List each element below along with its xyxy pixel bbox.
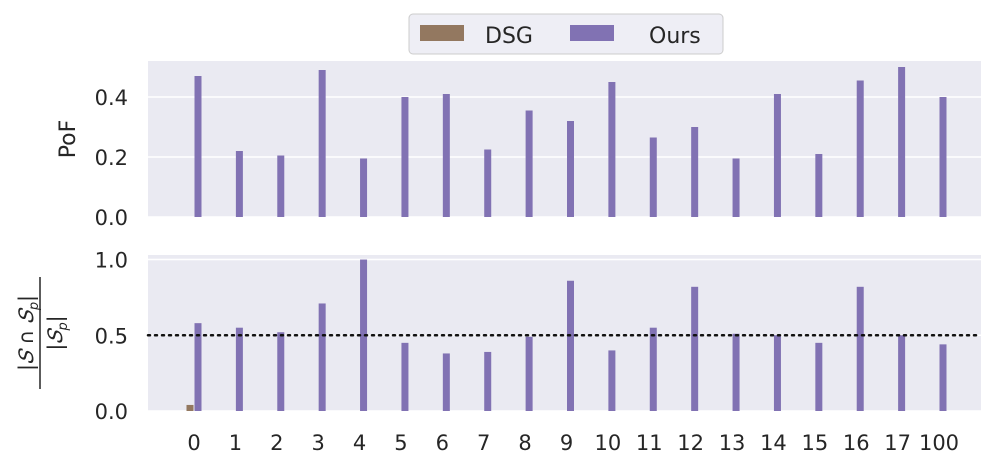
bar-ours-7 [484, 351, 492, 411]
bar-ours-7 [484, 149, 492, 217]
legend-swatch-ours [570, 25, 614, 41]
legend-swatch-dsg [420, 25, 464, 41]
overlap-panel: 0.0 0.5 1.0 |𝑆 ∩ 𝑆p| |𝑆p| [14, 249, 983, 424]
x-tick-label: 16 [843, 431, 870, 455]
bar-ours-0 [194, 323, 202, 411]
bar-ours-6 [442, 94, 450, 217]
x-tick-label: 2 [270, 431, 283, 455]
x-tick-label: 3 [311, 431, 324, 455]
bar-ours-9 [567, 121, 574, 217]
bar-ours-14 [773, 335, 781, 411]
bar-dsg-0 [186, 404, 194, 411]
x-tick-label: 6 [436, 431, 449, 455]
bar-ours-17 [898, 335, 906, 411]
pof-bars [194, 67, 947, 217]
bar-ours-3 [318, 70, 326, 217]
y-tick-label: 0.5 [95, 324, 128, 348]
pof-gridlines [148, 96, 981, 218]
bar-ours-10 [608, 82, 616, 217]
x-tick-label: 4 [353, 431, 366, 455]
y-tick-label: 1.0 [95, 249, 128, 273]
x-tick-label: 13 [719, 431, 746, 455]
x-tick-label: 15 [801, 431, 828, 455]
bar-ours-17 [898, 67, 906, 217]
x-tick-label: 14 [760, 431, 787, 455]
bar-ours-15 [815, 342, 823, 411]
y-tick-label: 0.0 [95, 400, 128, 424]
bar-ours-8 [525, 110, 533, 217]
x-tick-labels: 0 1 2 3 4 5 6 7 8 9 10 11 12 13 14 15 16 17 100 [187, 431, 959, 455]
x-tick-label: 17 [884, 431, 911, 455]
legend-label-ours: Ours [649, 24, 701, 49]
x-tick-label: 9 [560, 431, 573, 455]
x-tick-label: 0 [187, 431, 200, 455]
bar-ours-10 [608, 350, 616, 411]
legend: DSG Ours [408, 13, 724, 55]
bar-ours-13 [732, 158, 740, 217]
bar-ours-12 [691, 127, 699, 217]
bar-ours-4 [360, 158, 368, 217]
x-tick-label: 11 [636, 431, 663, 455]
legend-box [408, 13, 724, 55]
y-tick-label: 0.0 [95, 206, 128, 230]
x-tick-label: 10 [595, 431, 622, 455]
bar-ours-12 [691, 286, 699, 411]
x-tick-label: 100 [919, 431, 959, 455]
bar-ours-0 [194, 76, 202, 217]
bar-ours-3 [318, 303, 326, 411]
pof-panel: 0.0 0.2 0.4 PoF [56, 61, 981, 230]
bar-ours-9 [567, 280, 574, 411]
y-tick-label: 0.4 [95, 86, 128, 110]
overlap-plot-area [148, 255, 981, 411]
bar-ours-100 [939, 97, 947, 217]
overlap-y-ticks: 0.0 0.5 1.0 [95, 249, 128, 424]
x-tick-label: 1 [229, 431, 242, 455]
x-tick-label: 12 [677, 431, 704, 455]
bar-ours-2 [277, 155, 285, 217]
pof-y-axis-label: PoF [56, 120, 81, 159]
bar-ours-6 [442, 353, 450, 411]
bar-ours-5 [401, 342, 409, 411]
overlap-y-label-denominator: |𝑆p| [43, 315, 71, 350]
bar-ours-16 [856, 286, 864, 411]
bar-ours-14 [773, 94, 781, 217]
bar-ours-8 [525, 336, 533, 411]
overlap-y-axis-label: |𝑆 ∩ 𝑆p| |𝑆p| [14, 277, 71, 389]
bar-ours-100 [939, 344, 947, 411]
pof-plot-area [148, 61, 981, 217]
bar-ours-13 [732, 333, 740, 411]
bar-ours-11 [649, 137, 657, 217]
x-tick-label: 5 [394, 431, 407, 455]
legend-label-dsg: DSG [485, 24, 533, 49]
bar-ours-16 [856, 80, 864, 217]
bar-ours-1 [235, 151, 243, 217]
bar-ours-2 [277, 332, 285, 411]
bar-ours-5 [401, 97, 409, 217]
y-tick-label: 0.2 [95, 146, 128, 170]
overlap-bars [186, 259, 947, 411]
overlap-y-label-numerator: |𝑆 ∩ 𝑆p| [14, 295, 42, 371]
x-tick-label: 7 [477, 431, 490, 455]
bar-ours-1 [235, 327, 243, 411]
bar-ours-15 [815, 154, 823, 217]
pof-y-ticks: 0.0 0.2 0.4 [95, 86, 128, 230]
x-tick-label: 8 [518, 431, 531, 455]
bar-ours-4 [360, 259, 368, 411]
bar-ours-11 [649, 327, 657, 411]
